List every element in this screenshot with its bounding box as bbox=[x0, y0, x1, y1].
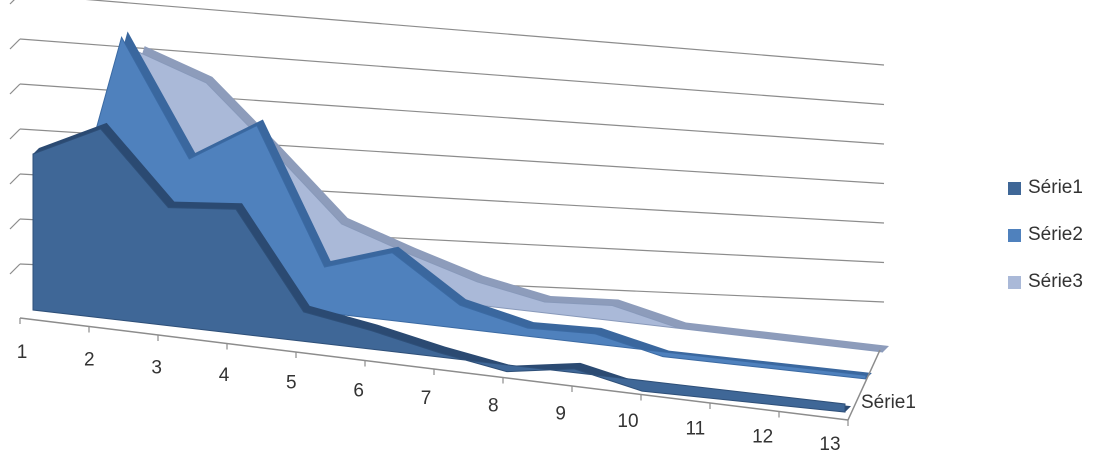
x-tick-label: 9 bbox=[555, 403, 566, 424]
gridline-side bbox=[9, 263, 21, 275]
depth-axis-label: Série1 bbox=[861, 392, 916, 413]
x-tick-label: 7 bbox=[421, 388, 432, 409]
x-tick-label: 4 bbox=[219, 365, 230, 386]
gridline-side bbox=[9, 38, 21, 50]
legend-swatch-serie1 bbox=[1008, 181, 1021, 195]
x-tick-label: 5 bbox=[286, 373, 297, 394]
legend-label-serie3: Série3 bbox=[1028, 271, 1083, 292]
legend-item-serie3: Série3 bbox=[1008, 270, 1083, 294]
gridline-side bbox=[9, 83, 21, 95]
gridline-side bbox=[9, 173, 21, 185]
x-tick-label: 8 bbox=[488, 396, 499, 417]
gridline bbox=[19, 38, 885, 106]
legend-item-serie2: Série2 bbox=[1008, 223, 1083, 247]
x-tick-label: 3 bbox=[151, 357, 162, 378]
gridline-side bbox=[9, 0, 15, 5]
gridline bbox=[85, 0, 885, 66]
x-tick-label: 6 bbox=[353, 380, 364, 401]
x-tick-label: 2 bbox=[84, 350, 95, 371]
area-series-group bbox=[32, 31, 889, 413]
area-face bbox=[32, 128, 846, 413]
legend-label-serie2: Série2 bbox=[1028, 224, 1083, 245]
axes bbox=[19, 317, 881, 426]
legend: Série1 Série2 Série3 bbox=[1008, 176, 1083, 317]
x-tick-label: 12 bbox=[752, 426, 773, 447]
x-tick-label: 10 bbox=[617, 411, 638, 432]
legend-swatch-serie2 bbox=[1008, 228, 1021, 242]
legend-item-serie1: Série1 bbox=[1008, 176, 1083, 200]
legend-swatch-serie3 bbox=[1008, 275, 1021, 289]
x-tick-label: 13 bbox=[819, 434, 840, 455]
depth-axis-line bbox=[847, 349, 881, 421]
x-tick-label: 1 bbox=[17, 342, 28, 363]
legend-label-serie1: Série1 bbox=[1028, 177, 1083, 198]
x-tick-label: 11 bbox=[685, 419, 705, 440]
gridline-side bbox=[9, 218, 21, 230]
gridline-side bbox=[9, 128, 21, 140]
series-srie1-area bbox=[32, 122, 851, 413]
